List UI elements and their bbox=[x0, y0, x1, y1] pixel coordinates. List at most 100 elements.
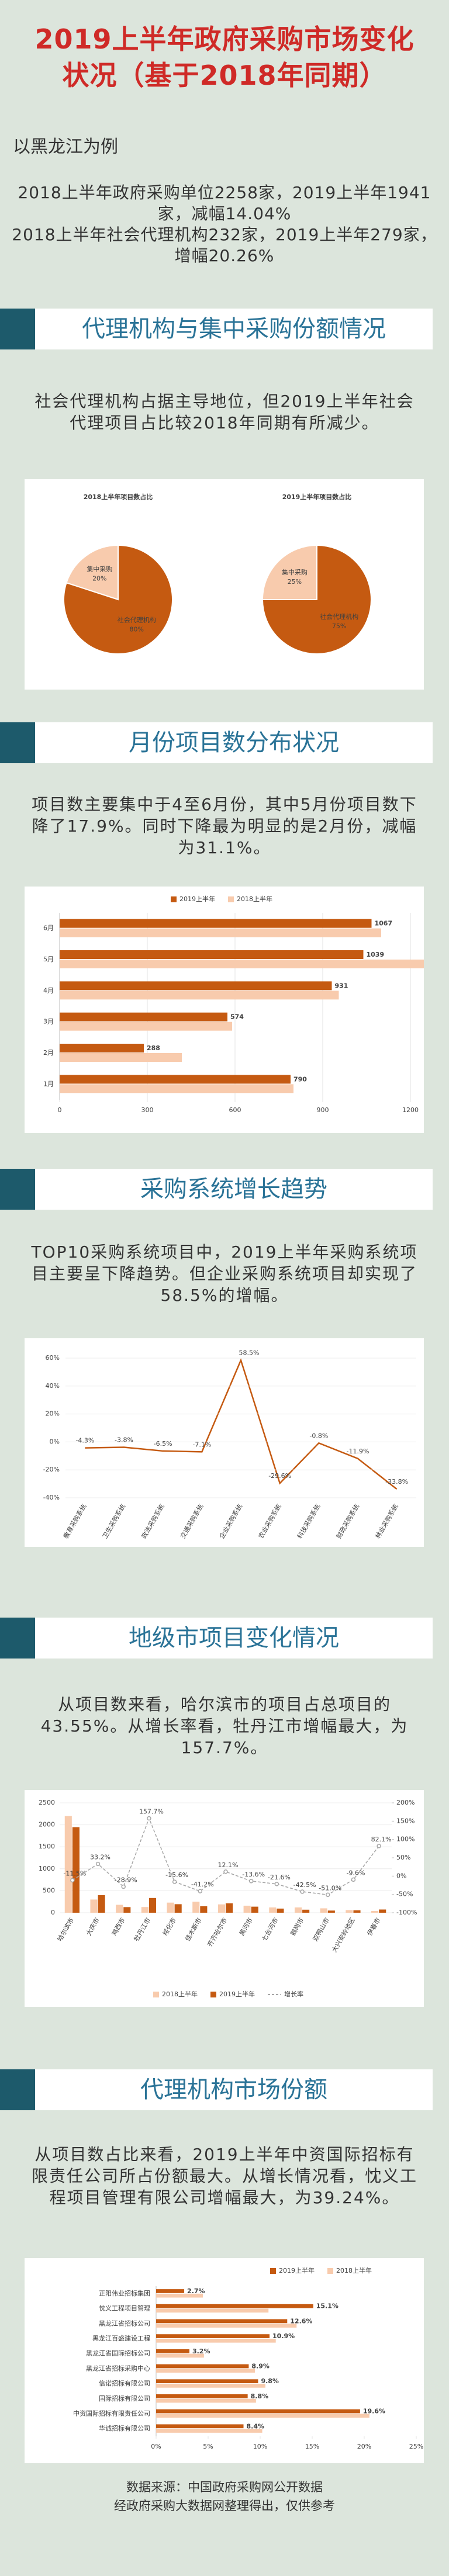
x-tick-label: 300 bbox=[141, 1106, 154, 1114]
pie-value: 80% bbox=[129, 626, 143, 633]
category-label: 黑龙江百盛建设工程 bbox=[92, 2334, 150, 2342]
x-tick-label: 20% bbox=[357, 2443, 371, 2450]
category-label: 华诚招标有限公司 bbox=[99, 2424, 150, 2432]
legend-swatch bbox=[153, 1992, 159, 1997]
combo-chart: 0 500 1000 1500 2000 2500 -100% -50% 0% 50% 100% 15… bbox=[39, 1799, 417, 1998]
bar bbox=[192, 1902, 200, 1913]
x-tick-label: 0 bbox=[58, 1106, 62, 1114]
x-tick-label: 科技采购系统 bbox=[295, 1502, 322, 1540]
bar bbox=[60, 1075, 291, 1084]
y-tick-label: 0% bbox=[50, 1438, 60, 1445]
agency-bar-chart: 0% 5% 10% 15% 20% 25% 正阳伟业招标集团 2.7% 忱义工程项目管理 15.1… bbox=[73, 2266, 423, 2450]
data-label: -13.6% bbox=[242, 1871, 265, 1878]
bar bbox=[116, 1905, 123, 1913]
line-marker bbox=[248, 1879, 254, 1883]
bar bbox=[251, 1906, 258, 1913]
x-tick-label: 牡丹江市 bbox=[132, 1916, 152, 1943]
chart-card: 0 500 1000 1500 2000 2500 -100% -50% 0% 50% 100% 15… bbox=[25, 1790, 424, 2007]
y-tick-label: 500 bbox=[43, 1886, 55, 1894]
data-label: -11.9% bbox=[347, 1448, 369, 1455]
data-label: -29.6% bbox=[268, 1472, 291, 1480]
legend-label: 2019上半年 bbox=[179, 895, 215, 903]
data-label: 8.9% bbox=[251, 2362, 270, 2370]
legend-swatch bbox=[210, 1992, 216, 1997]
data-label: 12.1% bbox=[218, 1861, 239, 1869]
data-label: -28.9% bbox=[115, 1876, 137, 1883]
x-tick-label: 绥化市 bbox=[161, 1916, 178, 1937]
section-text: 社会代理机构占据主导地位，但2019上半年社会代理项目占比较2018年同期有所减… bbox=[34, 392, 415, 432]
category-label: 5月 bbox=[43, 955, 54, 963]
line-marker bbox=[172, 1879, 177, 1884]
bar bbox=[156, 2414, 369, 2418]
x-tick-label: 交通采购系统 bbox=[178, 1502, 205, 1540]
pie-value: 25% bbox=[288, 578, 302, 586]
y2-tick-label: 200% bbox=[396, 1799, 415, 1806]
data-label: 288 bbox=[147, 1044, 160, 1052]
bar bbox=[156, 2398, 256, 2403]
data-label: -41.2% bbox=[191, 1881, 214, 1888]
bar bbox=[123, 1907, 131, 1913]
legend-label: 2018上半年 bbox=[162, 1990, 198, 1998]
x-tick-label: 鸡西市 bbox=[110, 1916, 127, 1937]
y-tick-label: 20% bbox=[46, 1410, 60, 1418]
x-tick-label: 哈尔滨市 bbox=[56, 1916, 75, 1943]
x-tick-label: 农业采购系统 bbox=[257, 1502, 283, 1540]
y-tick-label: 2000 bbox=[39, 1821, 55, 1829]
category-label: 中资国际招标有限责任公司 bbox=[73, 2409, 150, 2417]
data-label: 790 bbox=[293, 1075, 307, 1083]
section-header: 代理机构市场份额 bbox=[0, 2069, 433, 2110]
line-marker bbox=[70, 1878, 75, 1883]
data-label: 15.1% bbox=[316, 2303, 339, 2310]
pie-title: 2019上半年项目数占比 bbox=[282, 493, 352, 501]
section-text: 从项目数占比来看，2019上半年中资国际招标有限责任公司所占份额最大。从增长情况… bbox=[31, 2145, 417, 2207]
footer: 数据来源：中国政府采购网公开数据 经政府采购大数据网整理得出，仅供参考 bbox=[0, 2478, 449, 2515]
source: 数据来源：中国政府采购网公开数据 bbox=[126, 2480, 323, 2494]
data-label: -6.5% bbox=[154, 1440, 172, 1448]
category-label: 黑龙江省招标采购中心 bbox=[86, 2364, 150, 2372]
section-header: 采购系统增长趋势 bbox=[0, 1169, 433, 1210]
bar bbox=[156, 2353, 204, 2358]
bar bbox=[156, 2319, 288, 2324]
x-tick-label: 教育采购系统 bbox=[61, 1502, 88, 1540]
chart-card: 2018上半年项目数占比 集中采购 20% 社会代理机构 80% 2019上半年项目数占比… bbox=[25, 479, 424, 690]
bar bbox=[156, 2424, 244, 2429]
x-tick-label: 佳木斯市 bbox=[183, 1916, 203, 1943]
bar bbox=[64, 1816, 72, 1913]
y-tick-label: 2500 bbox=[39, 1799, 55, 1806]
stat-line: 2018上半年政府采购单位2258家，2019上半年1941家，减幅14.04% bbox=[18, 183, 431, 223]
bar bbox=[60, 991, 339, 1000]
bar bbox=[60, 1084, 293, 1093]
bar bbox=[90, 1899, 98, 1913]
line-marker bbox=[95, 1861, 101, 1867]
legend-swatch bbox=[327, 2268, 333, 2274]
bar bbox=[156, 2364, 249, 2369]
pie-label: 集中采购 bbox=[282, 568, 308, 576]
data-label: 19.6% bbox=[363, 2408, 385, 2415]
y-tick-label: 40% bbox=[46, 1382, 60, 1390]
bar bbox=[156, 2324, 297, 2328]
legend-swatch bbox=[270, 2268, 276, 2274]
x-tick-label: 林业采购系统 bbox=[374, 1502, 400, 1540]
data-label: 9.8% bbox=[261, 2377, 279, 2385]
x-tick-label: 财政采购系统 bbox=[334, 1502, 361, 1540]
section-text: 从项目数来看，哈尔滨市的项目占总项目的43.55%。从增长率看，牡丹江市增幅最大… bbox=[40, 1695, 409, 1757]
line-marker bbox=[377, 1844, 381, 1848]
bar bbox=[60, 1044, 144, 1052]
legend-label: 2018上半年 bbox=[237, 895, 272, 903]
pie-slice bbox=[63, 544, 173, 655]
line-marker bbox=[300, 1889, 305, 1894]
x-tick-label: 25% bbox=[409, 2443, 423, 2450]
bar bbox=[174, 1904, 182, 1913]
pie-charts: 2018上半年项目数占比集中采购20%社会代理机构80%2019上半年项目数占比… bbox=[63, 493, 372, 655]
bar bbox=[371, 1910, 379, 1913]
bar bbox=[60, 919, 372, 928]
legend-label: 2019上半年 bbox=[279, 2266, 315, 2274]
bar bbox=[302, 1909, 310, 1913]
pie-label: 集中采购 bbox=[87, 565, 112, 573]
section-heading: 代理机构与集中采购份额情况 bbox=[35, 309, 433, 349]
y2-tick-label: -100% bbox=[396, 1909, 417, 1916]
line bbox=[85, 1358, 398, 1490]
section-heading: 月份项目数分布状况 bbox=[35, 722, 433, 763]
section-heading: 代理机构市场份额 bbox=[35, 2069, 433, 2110]
